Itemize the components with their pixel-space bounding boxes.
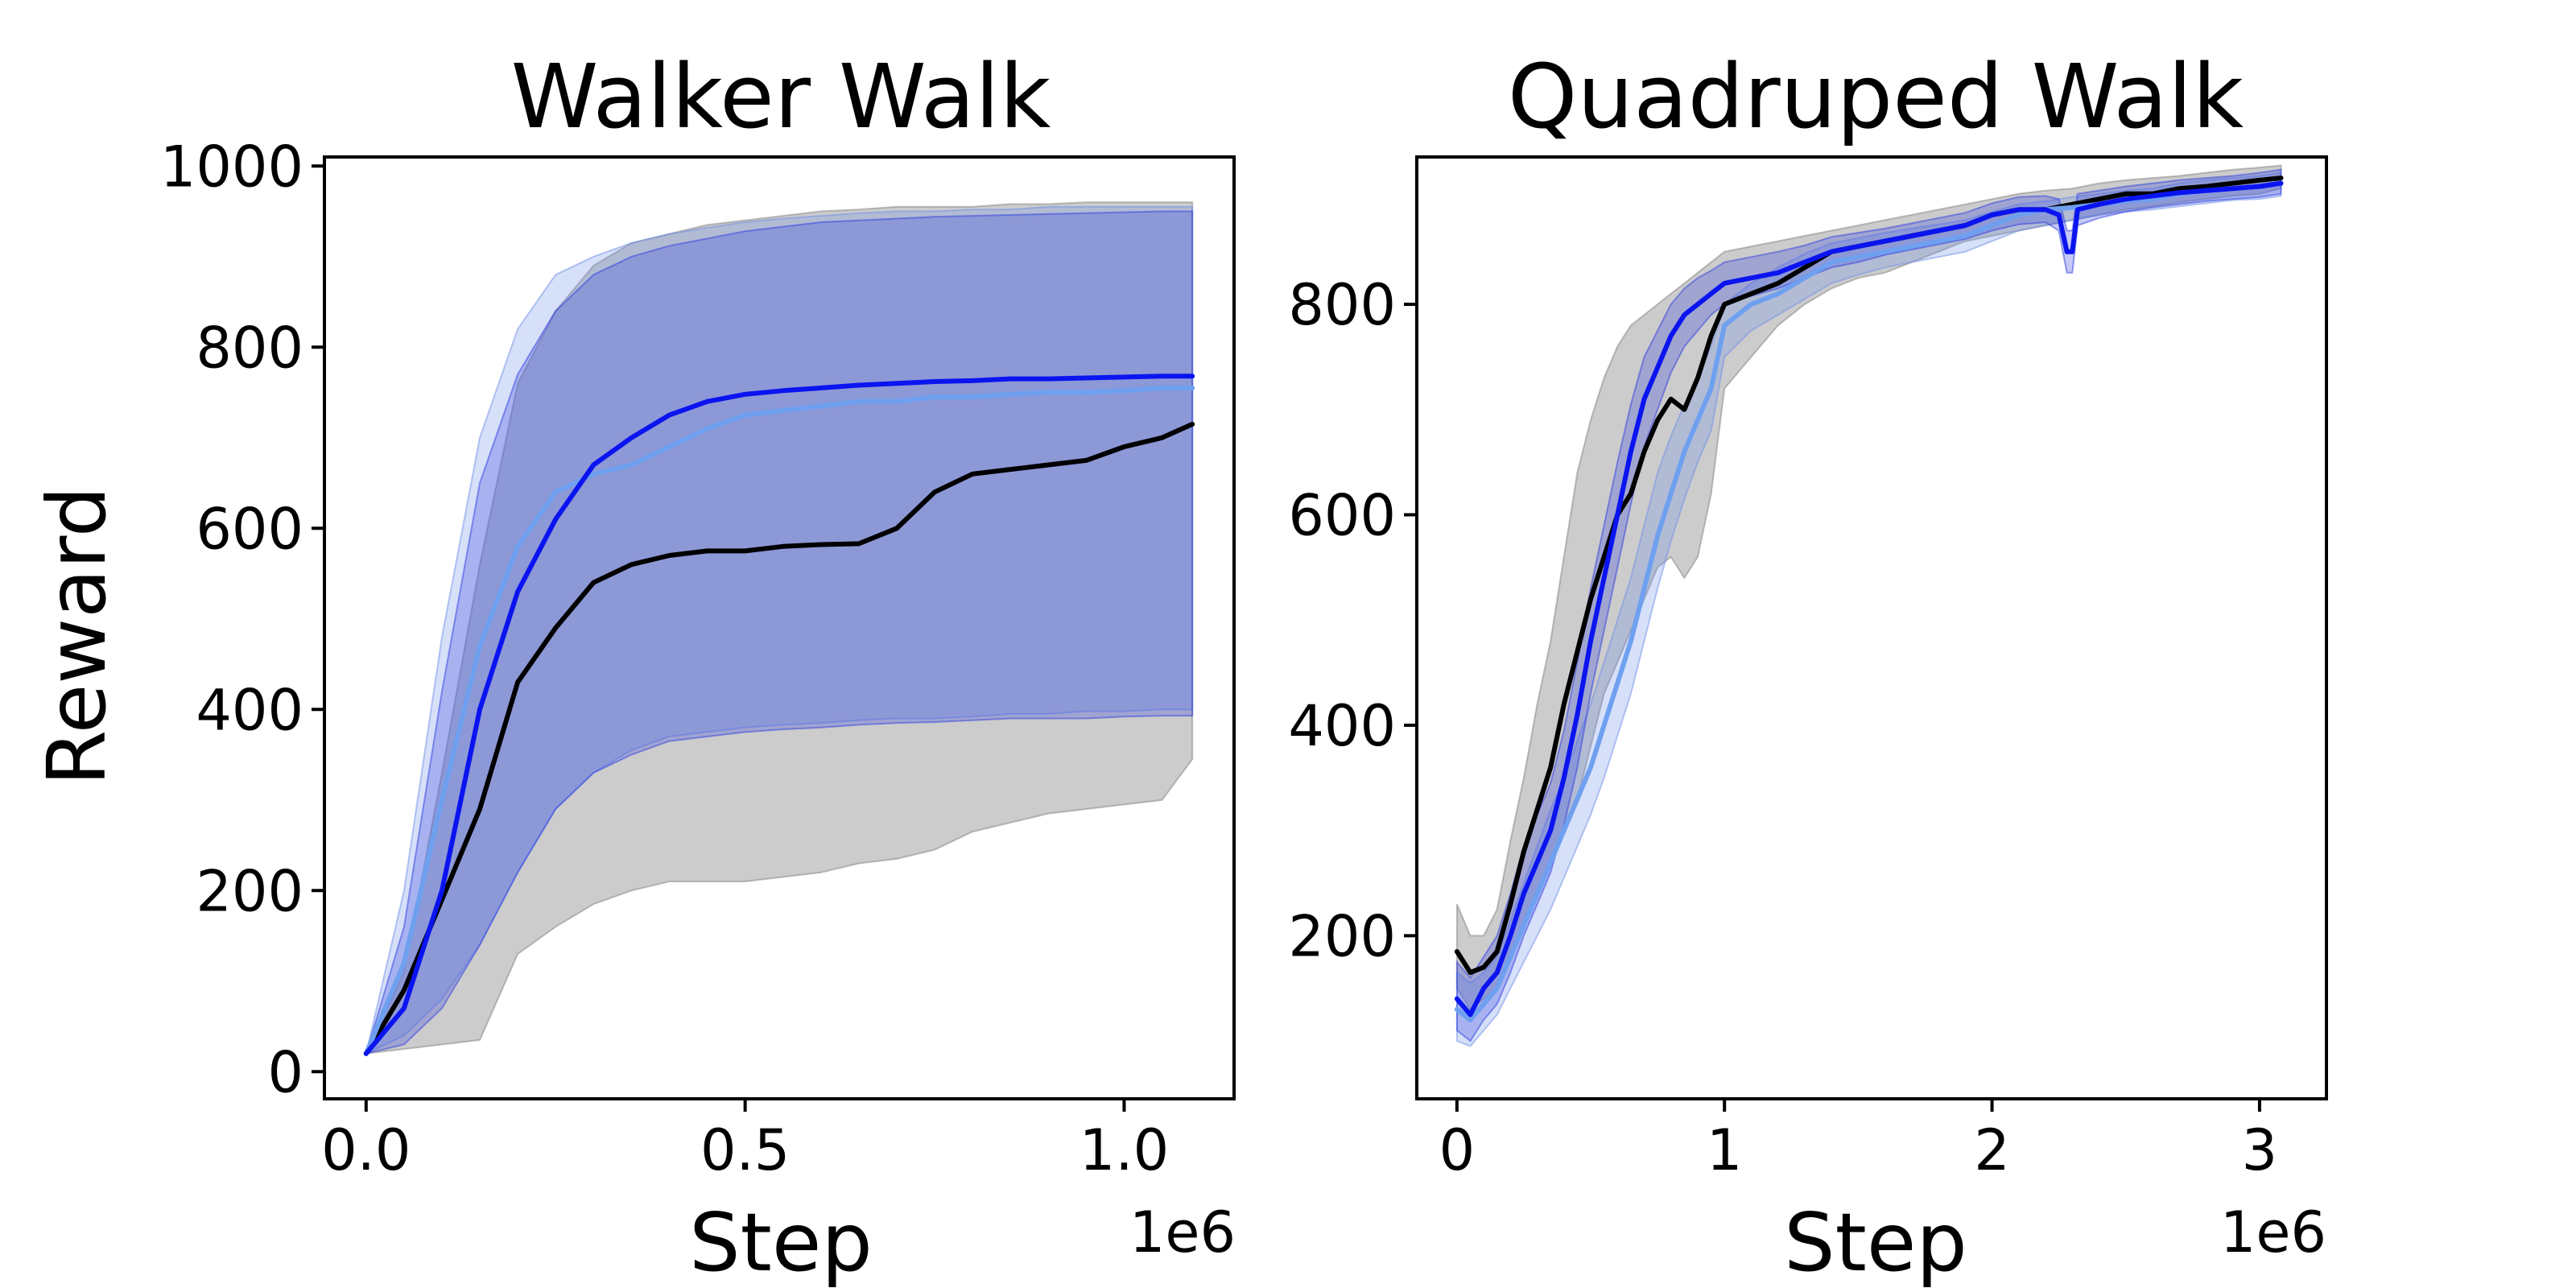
quadruped-walk-band-1 — [1455, 171, 2282, 1047]
walker-walk-x-axis-label: Step — [689, 1195, 873, 1288]
walker-walk-y-tick-label: 400 — [196, 677, 303, 743]
walker-walk-y-tick-label: 600 — [196, 496, 303, 562]
walker-walk-x-tick-label: 1.0 — [1080, 1117, 1169, 1183]
walker-walk-y-ticks: 0 200 400 600 800 1000 — [160, 134, 324, 1105]
quadruped-walk-x-ticks: 0 1 2 3 — [1439, 1099, 2278, 1183]
quadruped-walk-lines — [1454, 175, 2284, 1022]
quadruped-walk-plot-frame — [1415, 155, 2328, 1100]
walker-walk-x-tick-label: 0.5 — [700, 1117, 790, 1183]
quadruped-walk-band-0 — [1455, 164, 2282, 1011]
quadruped-walk-y-tick-label: 200 — [1288, 903, 1396, 969]
quadruped-walk-y-ticks: 200 400 600 800 — [1288, 272, 1417, 969]
quadruped-walk-panel: Quadruped Walk Step 1e6 0 1 2 3 200 400 600 80… — [1288, 45, 2328, 1288]
walker-walk-line-2 — [363, 374, 1195, 1056]
walker-walk-title: Walker Walk — [511, 45, 1051, 148]
walker-walk-lines — [363, 374, 1195, 1056]
walker-walk-panel: Walker Walk Reward Step 1e6 0.0 0.5 1.0 0 2… — [30, 45, 1236, 1288]
walker-walk-x-ticks: 0.0 0.5 1.0 — [321, 1099, 1169, 1183]
walker-walk-line-1 — [363, 385, 1195, 1056]
quadruped-walk-x-tick-label: 2 — [1974, 1117, 2010, 1183]
quadruped-walk-y-tick-label: 600 — [1288, 482, 1396, 548]
walker-walk-y-tick-label: 200 — [196, 858, 303, 924]
walker-walk-y-tick-label: 0 — [267, 1039, 303, 1105]
quadruped-walk-x-axis-label: Step — [1784, 1195, 1967, 1288]
quadruped-walk-title: Quadruped Walk — [1508, 45, 2244, 148]
walker-walk-y-axis-label: Reward — [30, 486, 124, 786]
walker-walk-y-tick-label: 1000 — [160, 134, 303, 200]
quadruped-walk-y-tick-label: 400 — [1288, 693, 1396, 759]
walker-walk-x-offset-label: 1e6 — [1129, 1199, 1236, 1265]
walker-walk-bands — [365, 201, 1194, 1055]
walker-walk-line-0 — [363, 421, 1195, 1056]
walker-walk-y-tick-label: 800 — [196, 315, 303, 381]
quadruped-walk-x-tick-label: 1 — [1707, 1117, 1743, 1183]
quadruped-walk-line-2 — [1454, 180, 2284, 1018]
quadruped-walk-line-0 — [1454, 175, 2284, 976]
quadruped-walk-x-tick-label: 3 — [2242, 1117, 2278, 1183]
walker-walk-plot-frame — [323, 155, 1236, 1100]
quadruped-walk-x-offset-label: 1e6 — [2220, 1199, 2326, 1265]
quadruped-walk-y-tick-label: 800 — [1288, 272, 1396, 338]
quadruped-walk-bands — [1455, 164, 2282, 1047]
quadruped-walk-x-tick-label: 0 — [1439, 1117, 1476, 1183]
walker-walk-x-tick-label: 0.0 — [321, 1117, 411, 1183]
walker-walk-band-2 — [365, 210, 1194, 1055]
